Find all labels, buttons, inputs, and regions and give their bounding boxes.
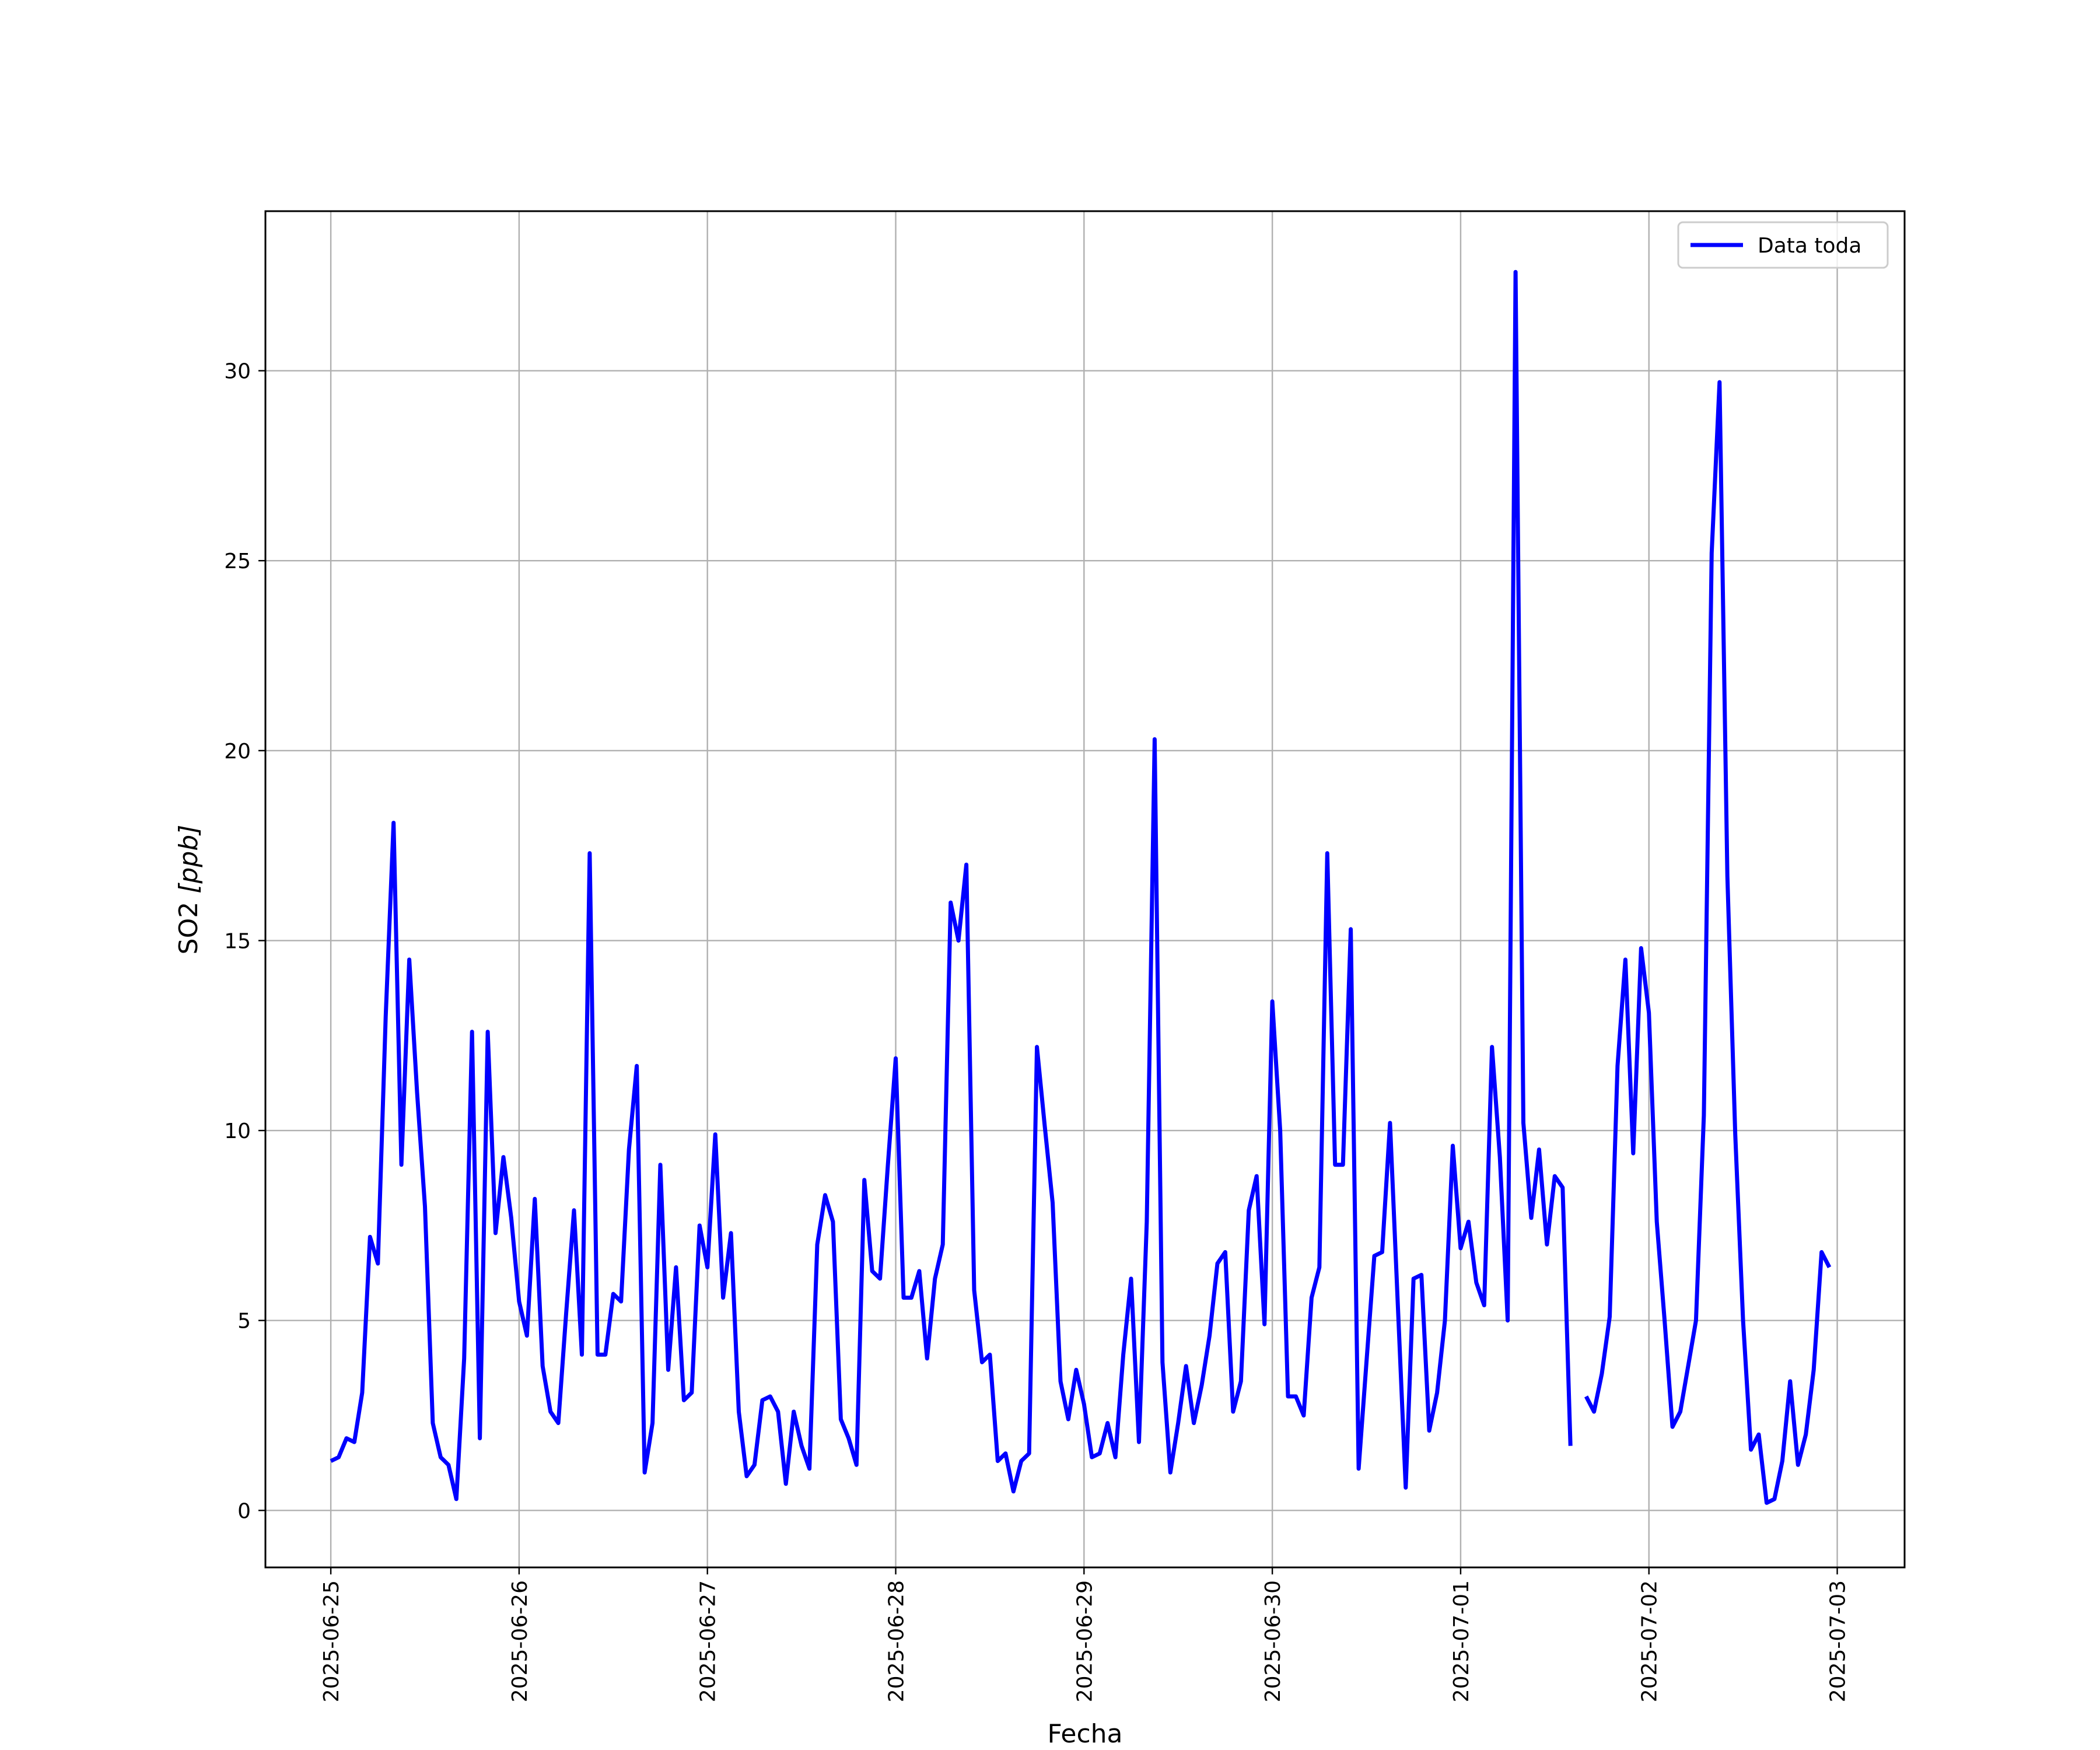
- y-axis-label: SO2 [ppb]: [174, 825, 204, 955]
- x-tick-label: 2025-07-03: [1826, 1580, 1850, 1702]
- x-tick-label: 2025-06-26: [508, 1580, 532, 1702]
- x-tick-label: 2025-06-30: [1261, 1580, 1285, 1702]
- x-tick-label: 2025-06-29: [1073, 1580, 1097, 1702]
- x-tick-label: 2025-06-28: [885, 1580, 909, 1702]
- plot-frame: [264, 210, 1906, 1569]
- series-lines: [330, 270, 1832, 1505]
- tick-labels: 2025-06-25 2025-06-26 2025-06-27 2025-06-28…: [224, 360, 1850, 1703]
- y-axis-label-main: SO2: [174, 894, 204, 955]
- series-line-data-toda: [1584, 380, 1832, 1505]
- y-tick-label: 15: [224, 929, 251, 953]
- x-tick-label: 2025-07-02: [1638, 1580, 1662, 1702]
- series-line-data-toda: [330, 270, 1573, 1502]
- x-tick-label: 2025-07-01: [1450, 1580, 1474, 1702]
- y-tick-label: 10: [224, 1119, 251, 1143]
- y-tick-label: 20: [224, 740, 251, 764]
- y-axis-label-unit: [ppb]: [174, 825, 204, 894]
- y-tick-label: 0: [237, 1499, 251, 1523]
- y-tick-label: 30: [224, 360, 251, 384]
- plot-area: [265, 211, 1905, 1567]
- legend: Data toda: [1677, 221, 1889, 269]
- x-tick-label: 2025-06-25: [320, 1580, 344, 1702]
- legend-label-data-toda: Data toda: [1758, 234, 1861, 258]
- grid: [265, 211, 1905, 1567]
- y-tick-label: 5: [237, 1310, 251, 1334]
- axis-ticks: [258, 370, 1838, 1574]
- legend-box: [1677, 221, 1889, 269]
- x-axis-label: Fecha: [1047, 1719, 1122, 1749]
- x-tick-label: 2025-06-27: [696, 1580, 720, 1702]
- y-tick-label: 25: [224, 550, 251, 573]
